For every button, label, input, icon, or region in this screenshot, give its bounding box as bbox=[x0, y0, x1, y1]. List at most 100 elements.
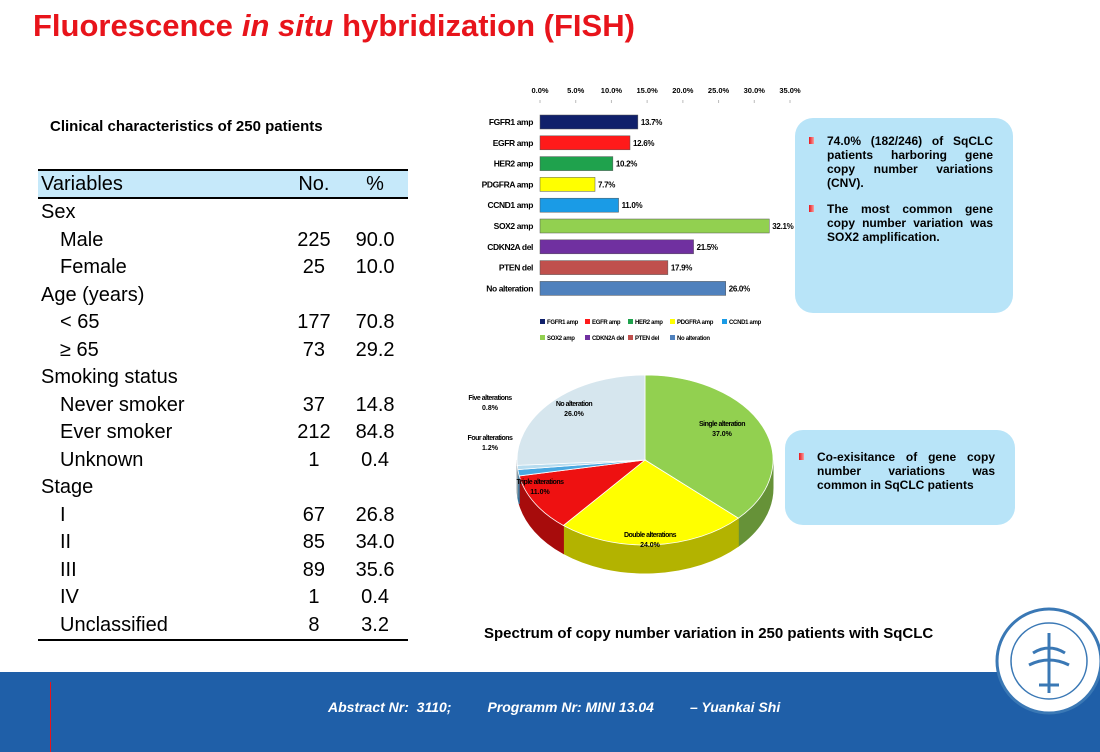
cell-pct: 84.8 bbox=[355, 421, 395, 443]
slide-title: Fluorescence in situ hybridization (FISH) bbox=[33, 8, 644, 44]
cell-pct: 3.2 bbox=[361, 613, 389, 636]
bar bbox=[539, 135, 631, 151]
cell-no: 85 bbox=[302, 531, 326, 553]
slice-value: 24.0% bbox=[640, 542, 661, 549]
table-row: Female 25 10.0 bbox=[38, 254, 408, 282]
footer-item: – Yuankai Shi bbox=[689, 699, 781, 715]
row-label: Sex bbox=[41, 201, 76, 223]
legend-label: No alteration bbox=[677, 336, 710, 342]
row-label: < 65 bbox=[60, 311, 100, 333]
row-label: Male bbox=[60, 228, 104, 251]
slice bbox=[644, 374, 774, 519]
category-label: EGFR amp bbox=[493, 138, 533, 148]
row-label: Stage bbox=[41, 476, 94, 498]
legend-label: SOX2 amp bbox=[547, 336, 575, 342]
cell-pct: 26.8 bbox=[355, 503, 395, 526]
x-tick-label: 35.0% bbox=[779, 86, 801, 95]
cell-no: 25 bbox=[302, 256, 326, 278]
table-row: Never smoker 37 14.8 bbox=[38, 392, 408, 420]
table-row: I 67 26.8 bbox=[38, 502, 408, 530]
cell-pct: 70.8 bbox=[355, 311, 395, 333]
slice-value: 1.2% bbox=[482, 445, 499, 452]
slice-value: 11.0% bbox=[530, 489, 550, 496]
value-label: 11.0% bbox=[622, 201, 643, 210]
cell-no: 1 bbox=[308, 448, 320, 471]
header-cell: No. bbox=[285, 170, 343, 199]
footer-item: Abstract Nr: 3110; bbox=[328, 699, 452, 715]
cell-no: 8 bbox=[308, 613, 320, 636]
table-row: ≥ 65 73 29.2 bbox=[38, 337, 408, 365]
legend-swatch bbox=[670, 335, 675, 340]
x-tick-label: 10.0% bbox=[601, 86, 623, 95]
cell-pct: 14.8 bbox=[355, 393, 395, 416]
value-label: 32.1% bbox=[772, 222, 793, 231]
x-tick-label: 5.0% bbox=[567, 86, 584, 95]
x-tick-label: 15.0% bbox=[637, 86, 659, 95]
legend-swatch bbox=[585, 335, 590, 340]
slice bbox=[562, 459, 740, 546]
value-label: 13.7% bbox=[641, 118, 662, 127]
table-row: Unclassified 8 3.2 bbox=[38, 612, 408, 641]
bar bbox=[539, 260, 669, 275]
note-list: Co-exisitance of gene copy number variat… bbox=[799, 450, 995, 492]
cell-pct: 90.0 bbox=[355, 228, 395, 251]
x-tick-label: 0.0% bbox=[531, 86, 548, 95]
slice bbox=[518, 459, 647, 526]
table-row: Smoking status bbox=[38, 364, 408, 392]
category-label: CDKN2A del bbox=[487, 242, 533, 252]
cell-no bbox=[286, 474, 342, 502]
category-label: No alteration bbox=[486, 283, 533, 293]
title-text: Fluorescence bbox=[33, 8, 233, 43]
value-label: 7.7% bbox=[598, 180, 615, 189]
table: Variables No. % Sex Male 225 90.0 Female 25 1 0… bbox=[38, 169, 408, 641]
value-label: 12.6% bbox=[633, 139, 654, 148]
slice-value: 26.0% bbox=[564, 411, 585, 418]
row-label: Female bbox=[60, 256, 127, 278]
row-label: II bbox=[60, 531, 72, 553]
table-row: Age (years) bbox=[38, 282, 408, 310]
category-label: CCND1 amp bbox=[487, 200, 533, 210]
row-label: Never smoker bbox=[60, 393, 185, 416]
legend-swatch bbox=[628, 319, 633, 324]
cell-no: 177 bbox=[297, 311, 331, 333]
cell-no bbox=[286, 364, 342, 392]
row-label: I bbox=[60, 503, 66, 526]
row-label: III bbox=[60, 558, 77, 581]
slice-value: 37.0% bbox=[712, 431, 733, 438]
cell-no: 225 bbox=[297, 228, 331, 251]
table-row: Male 225 90.0 bbox=[38, 227, 408, 255]
value-label: 17.9% bbox=[671, 264, 692, 273]
x-tick-label: 20.0% bbox=[672, 86, 694, 95]
slice-value: 0.8% bbox=[482, 405, 499, 412]
bar bbox=[539, 197, 619, 213]
slice-label: Four alterations bbox=[468, 435, 514, 442]
value-label: 21.5% bbox=[697, 243, 718, 252]
legend-swatch bbox=[585, 319, 590, 324]
slice-label: Triple alterations bbox=[516, 479, 564, 486]
value-label: 10.2% bbox=[616, 160, 637, 169]
legend-label: PDGFRA amp bbox=[677, 320, 714, 326]
legend-label: CCND1 amp bbox=[729, 320, 762, 326]
category-label: FGFR1 amp bbox=[489, 117, 533, 127]
slice-label: No alteration bbox=[556, 401, 593, 408]
table-row: Unknown 1 0.4 bbox=[38, 447, 408, 475]
table-caption: Clinical characteristics of 250 patients bbox=[50, 118, 323, 135]
cell-pct bbox=[342, 474, 408, 502]
row-label: Smoking status bbox=[41, 366, 178, 388]
row-label: Unknown bbox=[60, 448, 144, 471]
legend-swatch bbox=[540, 319, 545, 324]
cell-no: 73 bbox=[302, 338, 326, 361]
category-label: PDGFRA amp bbox=[482, 179, 534, 189]
bar bbox=[539, 281, 726, 296]
header-cell: % bbox=[342, 170, 408, 199]
logo-ring bbox=[1010, 622, 1088, 700]
category-label: SOX2 amp bbox=[494, 221, 534, 231]
footer-text: Abstract Nr: 3110; Programm Nr: MINI 13.0… bbox=[328, 699, 816, 715]
row-label: Age (years) bbox=[41, 283, 145, 306]
legend-swatch bbox=[540, 335, 545, 340]
footer: Abstract Nr: 3110; Programm Nr: MINI 13.0… bbox=[0, 672, 1100, 752]
header-row: Variables No. % bbox=[38, 170, 408, 199]
note-bullet: Co-exisitance of gene copy number variat… bbox=[799, 450, 995, 492]
cell-pct: 0.4 bbox=[361, 586, 389, 608]
